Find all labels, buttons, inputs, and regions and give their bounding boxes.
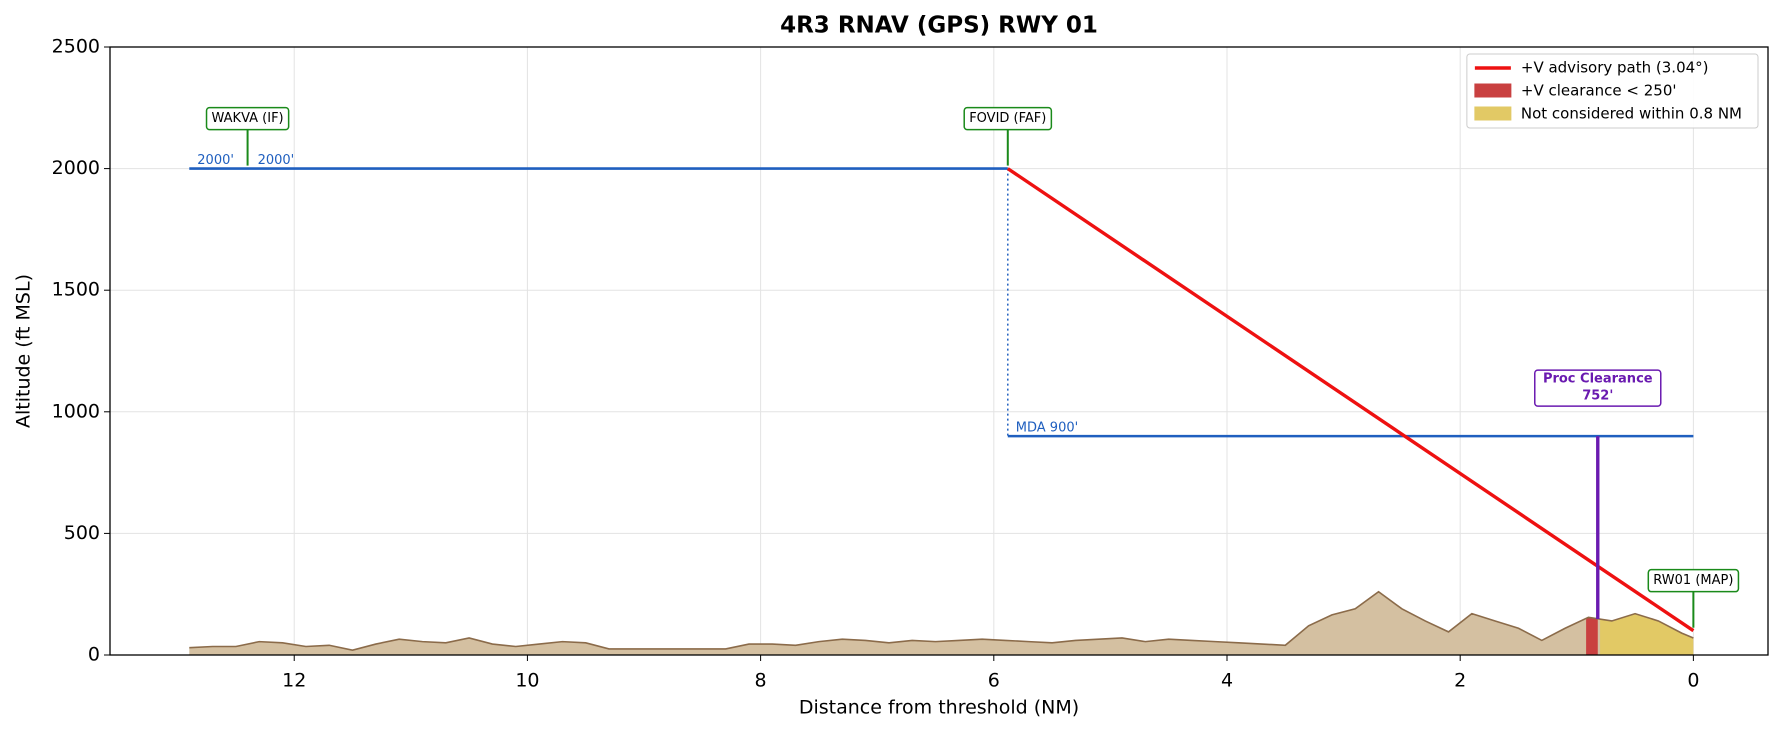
fix-box [1647,568,1740,593]
y-tick-label: 1000 [52,400,100,422]
legend-label: +V clearance < 250' [1521,82,1677,100]
fix-label: WAKVA (IF) [212,111,284,126]
y-tick-label: 0 [88,644,100,666]
y-tick-label: 1500 [52,279,100,301]
region [1586,617,1598,655]
fix-altitude-label: 2000' [258,153,295,168]
region [1600,613,1694,655]
x-tick-label: 12 [282,670,306,692]
legend-label: Not considered within 0.8 NM [1521,105,1742,123]
terrain [189,590,1694,651]
fix-box [205,106,290,131]
plot-frame [109,46,1769,656]
x-tick-label: 4 [1221,670,1233,692]
fix-label: RW01 (MAP) [1653,573,1733,588]
x-tick-label: 0 [1687,670,1699,692]
x-axis-label: Distance from threshold (NM) [799,697,1079,719]
clearance-label: Proc Clearance [1543,372,1653,387]
chart-title: 4R3 RNAV (GPS) RWY 01 [780,13,1098,39]
level-label: 2000' [197,153,234,168]
legend-swatch [1474,83,1512,98]
clearance-box [1534,369,1662,407]
terrain-fill [189,591,1694,655]
x-tick-label: 8 [755,670,767,692]
fix-box [963,106,1053,131]
y-tick-label: 500 [64,522,100,544]
legend-label: +V advisory path (3.04°) [1521,59,1709,77]
clearance-value: 752' [1582,389,1613,404]
y-axis-label: Altitude (ft MSL) [13,274,35,428]
legend [1466,53,1759,129]
x-tick-label: 6 [988,670,1000,692]
y-tick-label: 2000 [52,157,100,179]
x-tick-label: 10 [515,670,539,692]
level-label: MDA 900' [1016,421,1078,436]
fix-label: FOVID (FAF) [969,111,1046,126]
series-line [1006,167,1695,633]
legend-swatch [1474,106,1512,121]
y-tick-label: 2500 [52,36,100,58]
x-tick-label: 2 [1454,670,1466,692]
